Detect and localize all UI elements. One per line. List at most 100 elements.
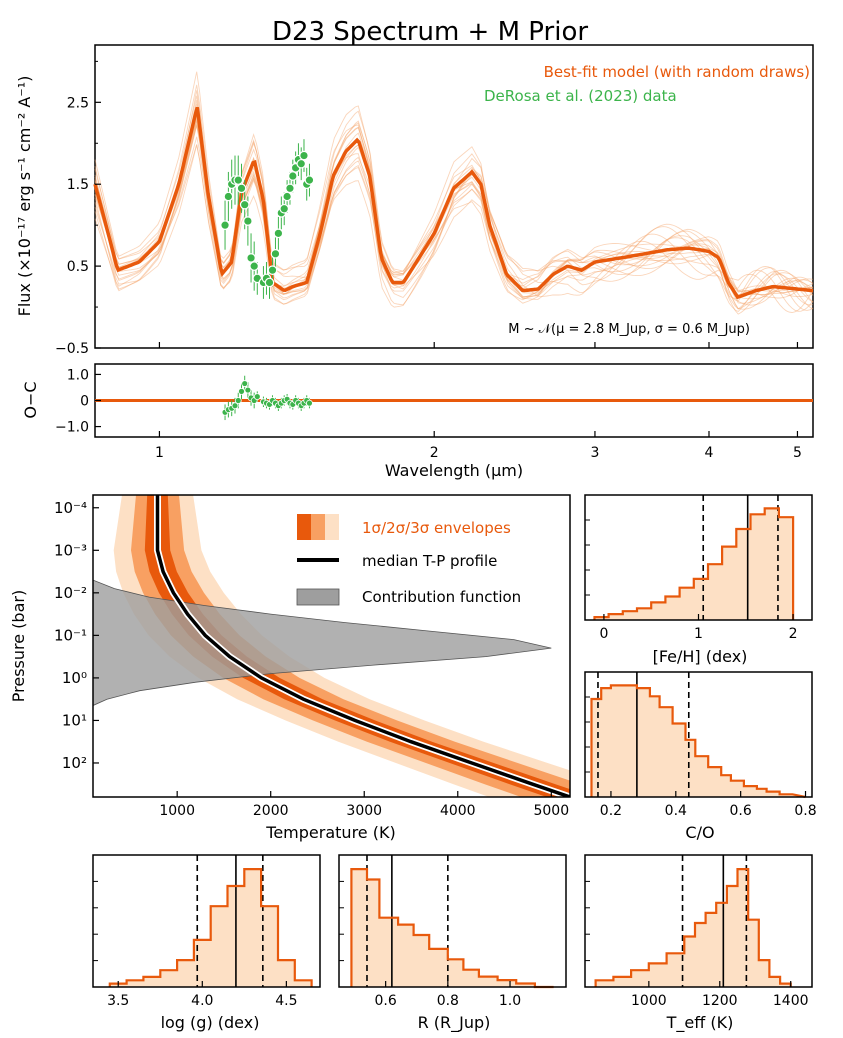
tp-x-tick-label: 1000 — [159, 803, 195, 819]
residual-x-tick-label: 1 — [155, 445, 164, 461]
data-point — [304, 175, 315, 185]
feh-x-label: [Fe/H] (dex) — [653, 647, 748, 666]
spectrum-x-ticks — [158, 342, 799, 348]
histogram-frame — [584, 854, 813, 988]
histogram-fill — [351, 869, 554, 987]
radius-x-label: R (R_Jup) — [418, 1013, 491, 1033]
tp-plot-area — [93, 495, 570, 797]
residual-y-tick-label: 0 — [80, 394, 89, 410]
co-histogram: 0.2 0.4 0.6 0.8 — [584, 671, 817, 819]
histogram-outline — [350, 867, 554, 989]
data-point — [239, 199, 250, 210]
radius-histogram: 0.6 0.8 1.0 — [338, 854, 567, 1009]
data-point — [270, 249, 281, 259]
model-draw-line — [94, 140, 814, 313]
residual-point — [306, 399, 313, 407]
data-point — [296, 158, 307, 169]
tp-y-tick-label: 10⁰ — [62, 669, 87, 687]
chart-title: D23 Spectrum + M Prior — [272, 17, 588, 47]
histogram-x-tick-label: 1400 — [773, 993, 809, 1009]
tp-x-ticks: 1000 2000 3000 4000 5000 — [159, 791, 569, 819]
data-point — [299, 150, 309, 161]
wavelength-x-label: Wavelength (μm) — [385, 461, 523, 480]
histogram-outline — [108, 867, 313, 988]
legend-swatch-1sigma — [297, 514, 311, 540]
tp-x-tick-label: 5000 — [533, 803, 569, 819]
data-point — [236, 183, 247, 194]
data-point — [264, 277, 275, 288]
spectrum-y-tick-label: 1.5 — [67, 177, 89, 193]
histogram-outline — [594, 867, 792, 988]
tp-y-tick-label: 10⁻³ — [54, 541, 87, 559]
mass-prior-annotation: M ~ 𝒩(μ = 2.8 M_Jup, σ = 0.6 M_Jup) — [508, 322, 750, 337]
residual-point — [238, 387, 245, 395]
residual-y-tick-label: 1.0 — [67, 367, 89, 383]
residual-points — [221, 375, 313, 421]
model-draw-line — [94, 71, 814, 298]
residual-x-tick-label: 3 — [590, 445, 599, 461]
histogram-frame — [338, 854, 567, 988]
residual-x-tick-label: 2 — [430, 445, 439, 461]
data-point — [273, 228, 284, 239]
residual-x-tick-label: 4 — [705, 445, 714, 461]
legend-data: DeRosa et al. (2023) data — [484, 87, 677, 105]
histogram-fill — [595, 869, 791, 987]
tp-x-tick-label: 3000 — [346, 803, 382, 819]
tp-x-tick-label: 4000 — [440, 803, 476, 819]
legend-swatch-2sigma — [311, 514, 325, 540]
histogram-frame — [584, 671, 813, 798]
histogram-x-tick-label: 3.5 — [107, 993, 129, 1009]
logg-x-label: log (g) (dex) — [161, 1013, 260, 1032]
histogram-fill — [594, 508, 794, 620]
best-fit-model-line — [93, 106, 814, 300]
tp-axes-frame — [92, 494, 571, 798]
legend-model: Best-fit model (with random draws) — [544, 63, 810, 81]
histogram-x-tick-label: 0.6 — [730, 803, 752, 819]
histogram-x-tick-label: 1 — [694, 626, 703, 642]
residual-panel: 1.0 0 −1.0 1 2 3 4 5 O−C Wavelength (μm) — [21, 363, 814, 480]
model-draw-line — [94, 122, 814, 315]
histogram-x-tick-label: 0.2 — [600, 803, 622, 819]
tp-y-tick-label: 10¹ — [62, 711, 87, 729]
tp-y-tick-label: 10⁻² — [54, 584, 87, 602]
data-point — [223, 191, 234, 202]
tp-y-tick-label: 10² — [62, 754, 87, 772]
legend-median: median T-P profile — [362, 552, 497, 570]
histogram-x-tick-label: 0.8 — [794, 803, 816, 819]
model-draw-line — [94, 121, 814, 310]
data-point — [243, 216, 253, 226]
data-point — [220, 220, 230, 230]
model-draw-line — [94, 144, 814, 310]
tp-x-label: Temperature (K) — [265, 823, 395, 842]
histogram-fill — [591, 685, 806, 797]
feh-histogram: 0 1 2 — [584, 494, 813, 642]
teff-histogram: 1000 1200 1400 — [584, 854, 813, 1009]
residual-point — [234, 397, 242, 404]
legend-envelopes: 1σ/2σ/3σ envelopes — [362, 519, 511, 537]
histogram-x-tick-label: 0.4 — [665, 803, 687, 819]
spectrum-y-tick-label: −0.5 — [55, 341, 89, 357]
spectrum-y-tick-label: 2.5 — [67, 95, 89, 111]
histogram-x-tick-label: 4.5 — [275, 993, 297, 1009]
data-point — [288, 171, 298, 181]
data-point — [249, 261, 259, 271]
data-point — [233, 175, 244, 185]
residual-y-tick-label: −1.0 — [55, 420, 89, 436]
best-fit-model-curve — [93, 106, 814, 300]
data-point — [279, 203, 290, 214]
histogram-x-tick-label: 0.8 — [437, 993, 459, 1009]
residual-point — [231, 402, 239, 410]
histogram-x-tick-label: 0 — [599, 626, 608, 642]
histogram-x-tick-label: 0.6 — [375, 993, 397, 1009]
logg-histogram: 3.5 4.0 4.5 — [92, 854, 321, 1009]
residual-x-tick-label: 5 — [793, 445, 802, 461]
spectrum-y-tick-label: 0.5 — [67, 259, 89, 275]
residual-point — [241, 380, 249, 387]
residual-point — [253, 393, 261, 400]
tp-clipped-group — [93, 495, 570, 797]
histogram-x-tick-label: 1.0 — [499, 993, 521, 1009]
histogram-x-tick-label: 1200 — [702, 993, 738, 1009]
histogram-outline — [593, 507, 795, 621]
residual-point — [244, 386, 252, 394]
legend-contribution-swatch — [296, 588, 340, 606]
